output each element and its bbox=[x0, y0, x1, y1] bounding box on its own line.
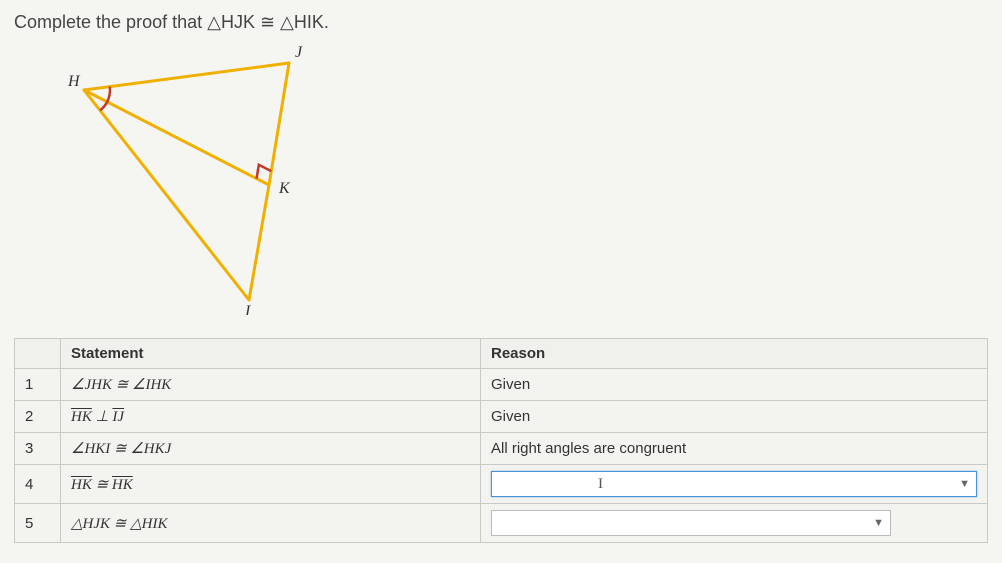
row-number: 5 bbox=[15, 504, 61, 543]
chevron-down-icon: ▼ bbox=[873, 517, 884, 529]
table-row: 1∠JHK ≅ ∠IHKGiven bbox=[15, 369, 988, 401]
chevron-down-icon: ▼ bbox=[959, 478, 970, 490]
statement-cell: HK ⊥ IJ bbox=[61, 401, 481, 433]
text-cursor: I bbox=[598, 476, 603, 493]
proof-table: Statement Reason 1∠JHK ≅ ∠IHKGiven2HK ⊥ … bbox=[14, 338, 988, 543]
table-row: 5△HJK ≅ △HIK ▼ bbox=[15, 504, 988, 543]
diagram-svg: H J K I bbox=[64, 45, 344, 315]
table-row: 4HK ≅ HK I ▼ bbox=[15, 465, 988, 504]
statement-cell: △HJK ≅ △HIK bbox=[61, 504, 481, 543]
svg-text:J: J bbox=[295, 45, 303, 61]
row-number: 2 bbox=[15, 401, 61, 433]
statement-cell: HK ≅ HK bbox=[61, 465, 481, 504]
statement-cell: ∠HKI ≅ ∠HKJ bbox=[61, 433, 481, 465]
reason-cell: I ▼ bbox=[481, 465, 988, 504]
svg-text:H: H bbox=[67, 73, 81, 90]
table-row: 3∠HKI ≅ ∠HKJAll right angles are congrue… bbox=[15, 433, 988, 465]
triangle-diagram: H J K I bbox=[64, 45, 988, 320]
row-number: 1 bbox=[15, 369, 61, 401]
prompt-text: Complete the proof that △HJK ≅ △HIK. bbox=[14, 12, 329, 32]
proof-prompt: Complete the proof that △HJK ≅ △HIK. bbox=[14, 12, 988, 33]
reason-dropdown[interactable]: ▼ bbox=[491, 510, 891, 536]
row-number: 3 bbox=[15, 433, 61, 465]
reason-cell: ▼ bbox=[481, 504, 988, 543]
header-reason: Reason bbox=[481, 339, 988, 369]
reason-dropdown[interactable]: I ▼ bbox=[491, 471, 977, 497]
reason-cell: All right angles are congruent bbox=[481, 433, 988, 465]
header-statement: Statement bbox=[61, 339, 481, 369]
statement-cell: ∠JHK ≅ ∠IHK bbox=[61, 369, 481, 401]
header-blank bbox=[15, 339, 61, 369]
row-number: 4 bbox=[15, 465, 61, 504]
svg-text:I: I bbox=[244, 303, 251, 315]
reason-cell: Given bbox=[481, 369, 988, 401]
table-row: 2HK ⊥ IJGiven bbox=[15, 401, 988, 433]
reason-cell: Given bbox=[481, 401, 988, 433]
svg-text:K: K bbox=[278, 180, 291, 197]
